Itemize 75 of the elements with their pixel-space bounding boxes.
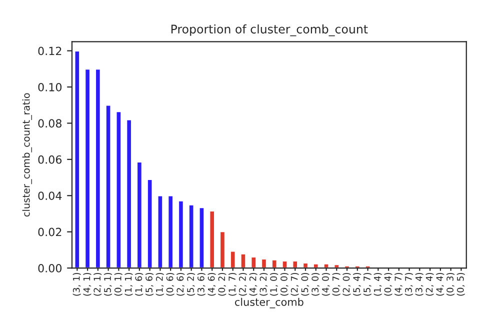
bar [322, 262, 330, 268]
x-tick-label: (5, 1) [104, 272, 112, 296]
x-tick-label: (3, 4) [415, 272, 424, 296]
bar [260, 258, 268, 268]
bar [302, 262, 309, 268]
x-tick-label: (3, 7) [404, 272, 413, 296]
bar [250, 256, 257, 268]
bar [333, 264, 340, 268]
bar [74, 50, 80, 268]
x-tick-label: (5, 6) [145, 272, 154, 296]
bar [312, 262, 320, 268]
x-tick-label: (1, 0) [270, 272, 278, 296]
x-tick-label: (2, 7) [290, 272, 299, 296]
x-tick-label: (4, 4) [436, 272, 444, 296]
bar [271, 259, 278, 268]
bar [230, 250, 236, 268]
x-tick-label: (1, 6) [135, 272, 144, 296]
x-tick-label: (5, 7) [363, 272, 372, 296]
y-axis-title: cluster_comb_count_ratio [22, 93, 32, 217]
x-tick-label: (0, 7) [332, 272, 340, 296]
bar [292, 260, 298, 268]
x-tick-label: (0, 0) [280, 272, 288, 296]
bar [281, 260, 288, 268]
x-tick-label: (0, 6) [166, 272, 174, 296]
bar [167, 194, 174, 268]
chart-title: Proportion of cluster_comb_count [171, 24, 368, 36]
x-tick-label: (1, 1) [124, 272, 133, 296]
x-tick-label: (1, 7) [228, 272, 237, 296]
bar [146, 178, 154, 268]
y-tick-label: 0.08 [38, 119, 62, 128]
x-tick-label: (1, 2) [156, 272, 164, 296]
bar [115, 110, 122, 268]
bar [344, 264, 350, 268]
x-tick-label: (5, 4) [353, 272, 362, 296]
x-tick-label: (0, 3) [446, 272, 454, 296]
bar [136, 161, 143, 268]
x-tick-label: (5, 2) [186, 272, 196, 296]
x-tick-label: (3, 6) [197, 272, 206, 296]
bar [208, 210, 216, 268]
y-tick-label: 0.04 [38, 192, 62, 200]
y-tick-label: 0.10 [38, 82, 62, 92]
y-tick-label: 0.02 [38, 228, 62, 236]
bar [198, 206, 206, 268]
x-tick-label: (4, 1) [83, 272, 92, 296]
x-tick-label: (0, 5) [456, 272, 465, 296]
y-tick-label: 0.06 [38, 155, 62, 164]
y-tick-label: 0.12 [38, 46, 62, 56]
bar [240, 253, 247, 268]
x-tick-label: (4, 7) [394, 272, 403, 296]
x-tick-label: (4, 2) [249, 272, 258, 296]
x-tick-label: (3, 2) [260, 272, 268, 296]
bar [126, 118, 132, 268]
x-tick-label: (3, 1) [72, 272, 81, 296]
x-tick-label: (2, 1) [94, 272, 102, 296]
x-tick-label: (4, 6) [208, 272, 216, 296]
x-tick-label: (0, 2) [218, 272, 226, 296]
bar [188, 204, 195, 268]
x-tick-label: (5, 0) [301, 272, 310, 296]
x-tick-label: (2, 6) [176, 272, 185, 296]
x-tick-label: (2, 4) [426, 272, 434, 296]
bar [156, 194, 164, 268]
bar [178, 200, 184, 268]
bar [219, 230, 226, 268]
x-tick-label: (2, 0) [342, 272, 351, 296]
x-tick-label: (1, 4) [374, 272, 382, 296]
x-tick-label: (3, 0) [312, 272, 320, 296]
bar [105, 104, 112, 268]
x-tick-label: (4, 0) [322, 272, 330, 296]
y-tick-label: 0.00 [38, 264, 62, 272]
x-tick-label: (0, 4) [384, 272, 392, 296]
bar [94, 68, 102, 268]
bar [84, 68, 91, 268]
x-axis-title: cluster_comb [235, 298, 304, 308]
x-tick-label: (0, 1) [114, 272, 122, 296]
x-tick-label: (2, 2) [238, 272, 247, 296]
